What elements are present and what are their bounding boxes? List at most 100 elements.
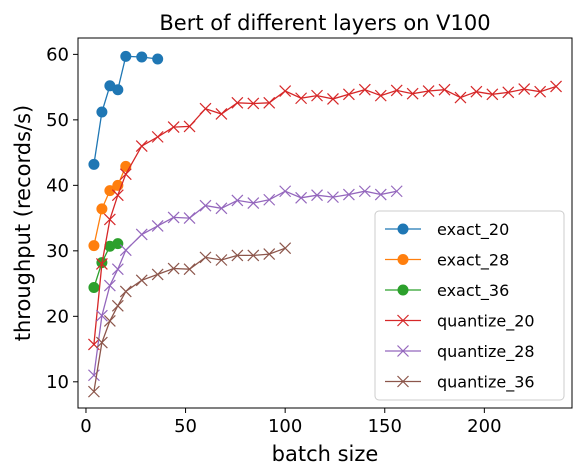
y-tick-label: 40 (46, 175, 69, 196)
legend-item: quantize_20 (385, 312, 535, 332)
data-point (199, 102, 212, 115)
legend-label: quantize_20 (437, 312, 535, 332)
data-point (183, 263, 196, 276)
data-point (295, 191, 308, 204)
series-line (93, 190, 397, 376)
data-point (111, 263, 124, 276)
data-point (199, 199, 212, 212)
data-point (295, 92, 308, 105)
data-point (502, 86, 515, 99)
data-point (151, 130, 164, 143)
x-axis-label: batch size (272, 442, 379, 466)
data-point (422, 85, 435, 97)
data-point (119, 168, 132, 181)
legend-item: exact_28 (385, 251, 509, 271)
data-point (151, 220, 164, 232)
data-point (247, 197, 260, 209)
data-point (183, 212, 196, 225)
data-point (358, 185, 371, 198)
data-point (103, 213, 116, 226)
data-point (215, 202, 228, 215)
legend-label: quantize_36 (437, 373, 535, 393)
data-point (470, 85, 483, 98)
chart-title: Bert of different layers on V100 (159, 11, 490, 35)
data-point (167, 211, 180, 224)
y-tick-label: 60 (46, 44, 69, 65)
data-point (120, 160, 132, 172)
data-point (112, 84, 124, 96)
y-tick-label: 50 (46, 110, 69, 131)
data-point (152, 53, 164, 65)
data-point (342, 188, 355, 201)
data-point (327, 191, 339, 204)
data-point (120, 50, 132, 62)
legend-label: quantize_28 (437, 342, 535, 362)
data-point (111, 189, 124, 202)
data-point (374, 89, 387, 102)
y-tick-label: 10 (46, 372, 69, 393)
legend-marker (397, 345, 409, 357)
data-point (247, 249, 260, 262)
legend-box (374, 210, 565, 401)
series-quantize-28 (88, 185, 403, 382)
data-point (518, 83, 531, 96)
data-point (231, 96, 244, 109)
legend: exact_20 exact_28 exact_36 quantize_20quant… (374, 210, 565, 401)
data-point (534, 85, 547, 98)
x-tick-label: 0 (80, 416, 91, 437)
data-point (167, 121, 180, 133)
series-quantize-20 (88, 80, 562, 351)
data-point (135, 274, 148, 287)
x-tick-label: 200 (467, 416, 501, 437)
legend-marker (397, 314, 409, 327)
y-tick-label: 20 (46, 306, 69, 327)
data-point (231, 194, 244, 207)
data-point (95, 336, 108, 349)
legend-marker (397, 254, 409, 265)
legend-item: exact_36 (385, 281, 509, 301)
data-point (95, 258, 108, 270)
data-point (231, 249, 244, 262)
data-point (215, 108, 228, 120)
legend-item: exact_20 (385, 220, 509, 240)
legend-marker (397, 223, 409, 235)
data-point (151, 268, 164, 281)
data-point (406, 87, 419, 100)
series-exact-20 (88, 50, 164, 170)
axis-ticks: 0 50 100 150 200 10 20 30 40 50 60 (46, 44, 501, 437)
legend-item: quantize_36 (385, 373, 535, 393)
data-point (135, 140, 148, 152)
plot-area (88, 50, 562, 398)
data-point (103, 314, 116, 327)
data-point (95, 309, 108, 322)
data-point (358, 83, 371, 96)
data-point (263, 248, 276, 261)
legend-label: exact_36 (437, 281, 509, 301)
data-point (215, 254, 228, 266)
legend-label: exact_20 (437, 220, 509, 240)
data-point (183, 120, 196, 133)
data-point (103, 279, 116, 292)
data-point (263, 96, 276, 109)
axes-frame (77, 37, 573, 409)
data-point (88, 240, 100, 252)
data-point (119, 285, 132, 298)
data-point (88, 158, 100, 170)
data-point (136, 51, 148, 63)
data-point (135, 228, 148, 241)
data-point (199, 251, 212, 264)
data-point (119, 244, 132, 257)
legend-marker (397, 375, 409, 388)
x-tick-label: 100 (268, 416, 302, 437)
data-point (311, 89, 323, 102)
data-point (550, 80, 562, 93)
data-point (438, 83, 451, 96)
data-point (263, 193, 276, 206)
data-point (88, 282, 100, 294)
data-point (454, 91, 467, 104)
data-point (247, 97, 260, 110)
series-quantize-36 (88, 242, 292, 398)
data-point (112, 238, 124, 250)
series-line (93, 85, 557, 345)
